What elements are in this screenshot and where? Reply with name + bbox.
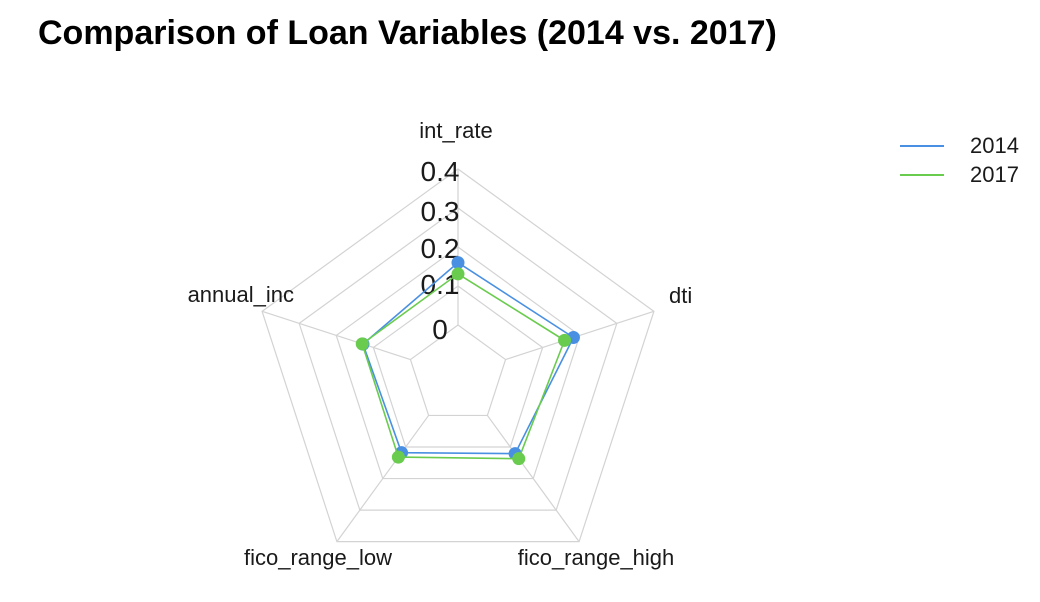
legend-label: 2014 — [970, 132, 1019, 158]
grid-spoke-1 — [505, 310, 655, 361]
grid-ring-0 — [409, 324, 507, 417]
data-point-2017-fico_range_low — [391, 450, 405, 464]
legend-label: 2017 — [970, 161, 1019, 187]
legend: 2014 2017 — [900, 131, 1019, 189]
data-point-2017-annual_inc — [355, 337, 369, 351]
grid-ring-2 — [335, 246, 581, 480]
axis-label-annual_inc: annual_inc — [188, 282, 294, 307]
legend-key-line — [900, 173, 944, 176]
grid-spoke-2 — [486, 415, 580, 543]
radial-tick-label: 0.4 — [421, 156, 460, 187]
data-point-2017-fico_range_high — [512, 452, 526, 466]
grid-ring-4 — [261, 168, 655, 543]
radial-tick-label: 0.3 — [421, 196, 460, 227]
axis-label-int_rate: int_rate — [419, 118, 492, 143]
grid-ring-1 — [372, 285, 544, 448]
series-line-2017 — [361, 272, 566, 460]
grid-spoke-4 — [261, 310, 411, 361]
axis-label-fico_range_low: fico_range_low — [244, 545, 392, 570]
series-line-2014 — [362, 261, 575, 455]
grid-spoke-3 — [336, 415, 430, 543]
data-point-2017-int_rate — [451, 267, 465, 281]
axis-label-fico_range_high: fico_range_high — [518, 545, 675, 570]
legend-key-line — [900, 144, 944, 147]
legend-item: 2014 — [900, 131, 1019, 160]
data-point-2017-dti — [558, 333, 572, 347]
data-point-2014-int_rate — [451, 256, 465, 270]
grid-ring-3 — [298, 207, 618, 511]
radial-tick-label: 0 — [432, 314, 448, 345]
legend-item: 2017 — [900, 160, 1019, 189]
chart-title: Comparison of Loan Variables (2014 vs. 2… — [38, 14, 777, 52]
axis-label-dti: dti — [669, 283, 692, 308]
